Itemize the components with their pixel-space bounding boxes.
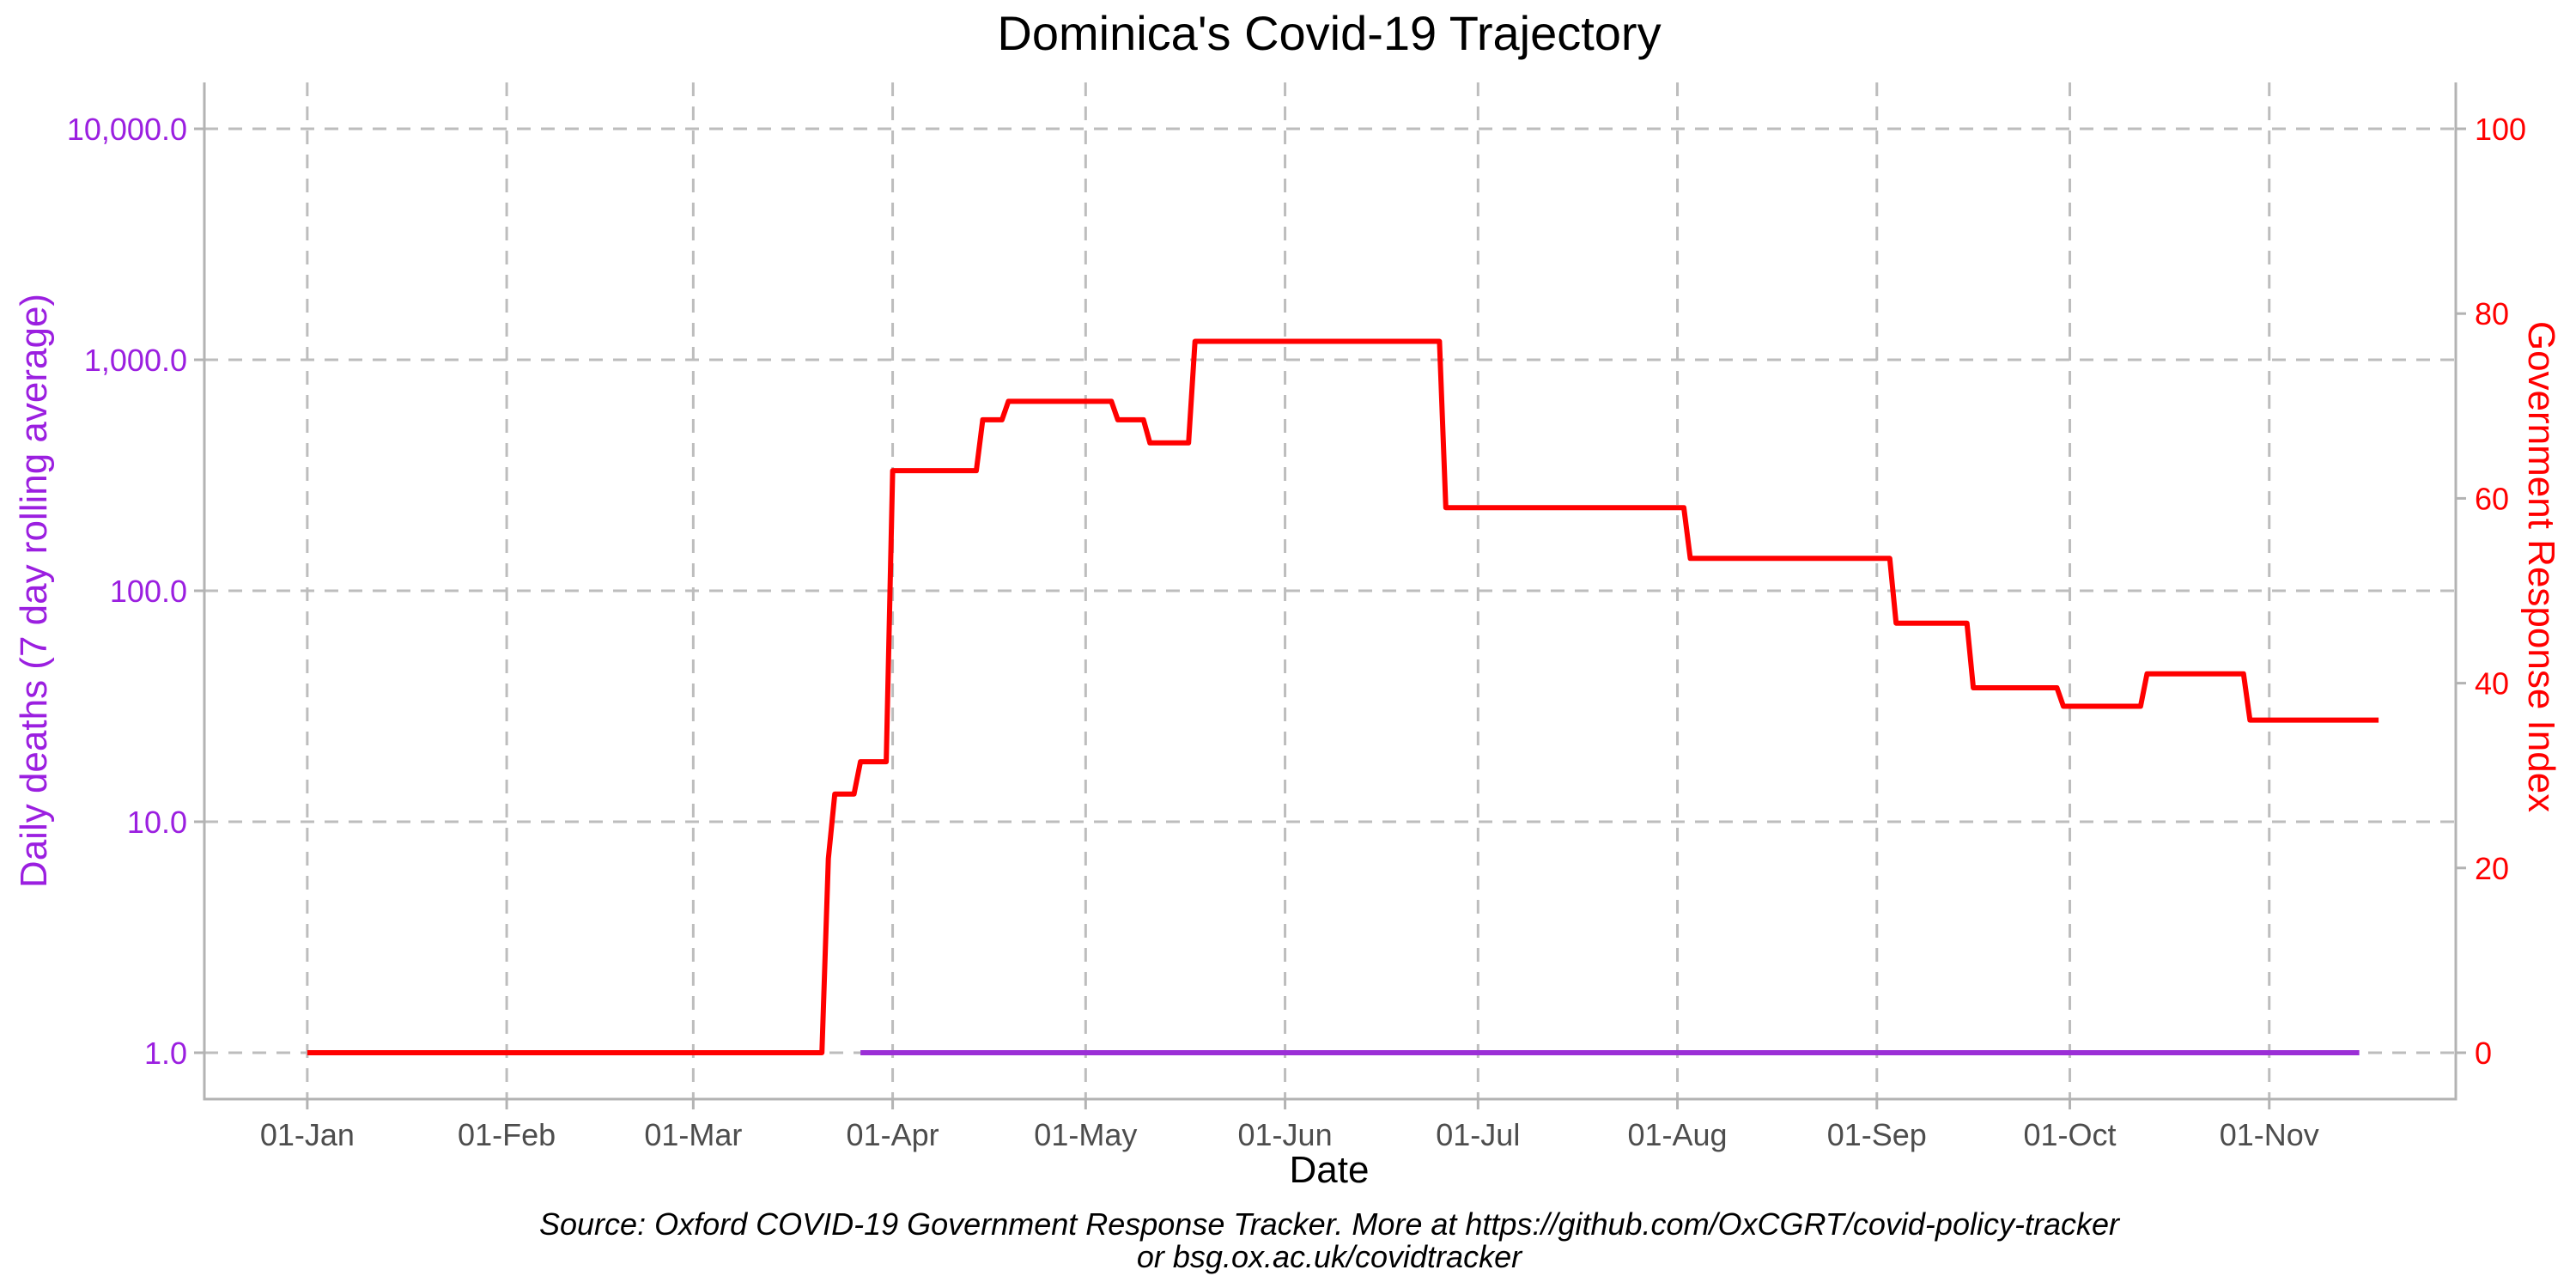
x-tick-label: 01-Jan [260, 1117, 355, 1152]
chart-title: Dominica's Covid-19 Trajectory [997, 6, 1661, 60]
left-tick-label: 10,000.0 [67, 112, 187, 147]
x-tick-label: 01-Sep [1827, 1117, 1927, 1152]
left-tick-label: 1,000.0 [84, 343, 187, 378]
left-tick-label: 100.0 [110, 574, 187, 609]
x-axis-title: Date [1290, 1149, 1370, 1191]
x-tick-label: 01-Aug [1627, 1117, 1727, 1152]
right-tick-label: 60 [2475, 481, 2509, 516]
left-axis-ticks: 1.0 10.0 100.0 1,000.0 10,000.0 [67, 112, 204, 1071]
x-tick-label: 01-May [1034, 1117, 1137, 1152]
left-tick-label: 1.0 [144, 1036, 187, 1071]
grid-layer [204, 82, 2456, 1099]
right-axis-title: Government Response Index [2520, 321, 2562, 812]
source-caption-line-1: Source: Oxford COVID-19 Government Respo… [539, 1206, 2121, 1242]
x-axis-ticks: 01-Jan 01-Feb 01-Mar 01-Apr 01-May 01-Jun 01-J… [260, 1099, 2319, 1152]
x-tick-label: 01-Feb [458, 1117, 556, 1152]
right-tick-label: 100 [2475, 112, 2526, 147]
government-response-index-line [307, 338, 2379, 1055]
right-axis-ticks: 0 20 40 60 80 100 [2456, 112, 2526, 1071]
x-tick-label: 01-Nov [2220, 1117, 2319, 1152]
right-tick-label: 0 [2475, 1036, 2492, 1071]
x-tick-label: 01-Apr [847, 1117, 939, 1152]
left-axis-title: Daily deaths (7 day rolling average) [13, 294, 55, 888]
right-tick-label: 40 [2475, 666, 2509, 702]
left-tick-label: 10.0 [127, 805, 187, 840]
source-caption-line-2: or bsg.ox.ac.uk/covidtracker [1137, 1239, 1523, 1274]
x-tick-label: 01-Mar [644, 1117, 742, 1152]
x-tick-label: 01-Jul [1436, 1117, 1520, 1152]
right-tick-label: 20 [2475, 851, 2509, 886]
x-tick-label: 01-Jun [1238, 1117, 1333, 1152]
right-tick-label: 80 [2475, 296, 2509, 331]
x-tick-label: 01-Oct [2023, 1117, 2116, 1152]
series-layer [307, 338, 2379, 1055]
